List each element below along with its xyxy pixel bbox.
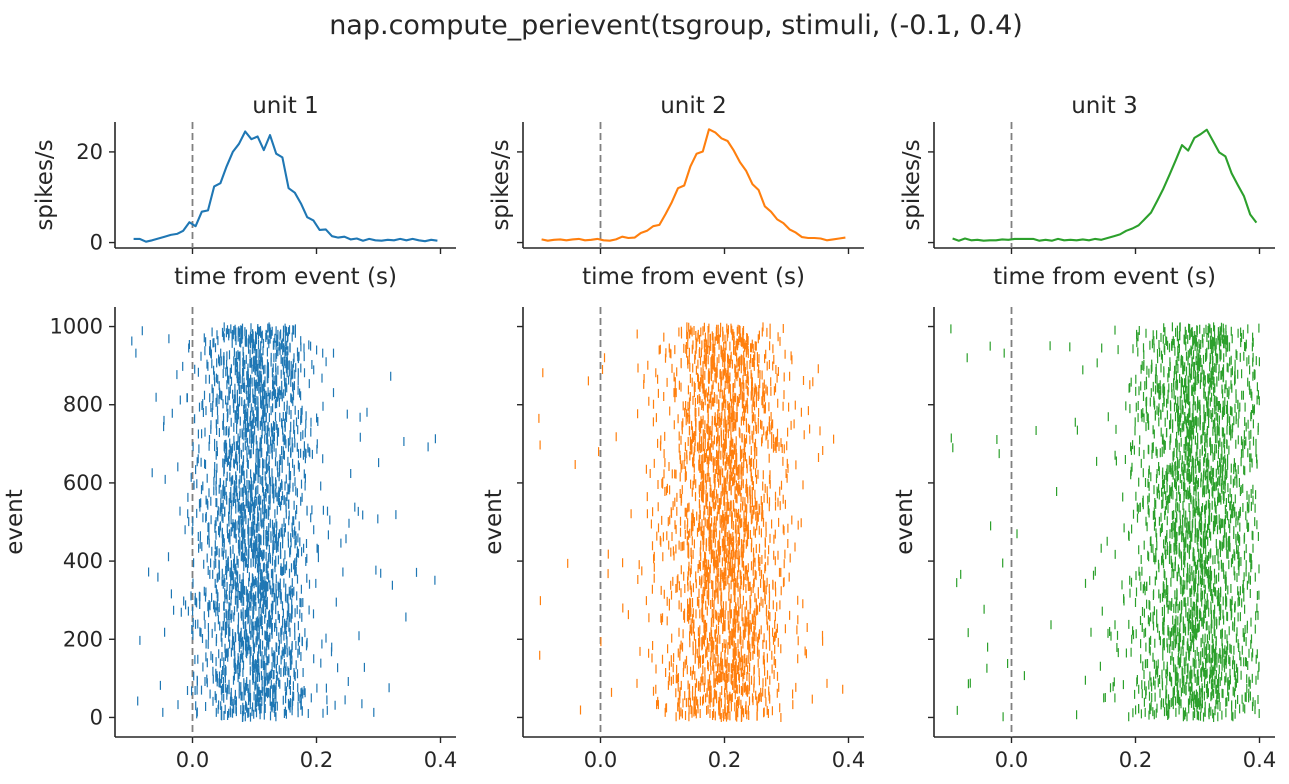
- y-axis-label: event: [481, 489, 507, 555]
- y-tick-label: 400: [63, 549, 103, 573]
- x-axis-label: time from event (s): [174, 264, 397, 290]
- rate-subplot-3: unit 3 time from event (s) spikes/s: [899, 93, 1275, 290]
- y-axis-label: spikes/s: [488, 139, 514, 230]
- y-axis-label: event: [2, 489, 28, 555]
- spike-raster-ticks: [131, 322, 436, 722]
- subplot-title: unit 3: [1071, 93, 1138, 119]
- raster-subplot-2: 0.0 0.2 0.4 event: [481, 307, 865, 772]
- x-tick-label: 0.2: [300, 748, 333, 772]
- x-tick-label: 0.0: [176, 748, 209, 772]
- figure-title: nap.compute_perievent(tsgroup, stimuli, …: [329, 10, 1023, 41]
- y-axis-label: spikes/s: [32, 139, 58, 230]
- x-tick-label: 0.4: [832, 748, 865, 772]
- y-tick-label: 1000: [50, 315, 103, 339]
- rate-subplot-1: 0 20 unit 1 time from event (s) spikes/s: [32, 93, 456, 290]
- raster-subplot-1: 0.0 0.2 0.4 0 200 400 600 800 1000 event: [2, 307, 457, 772]
- y-axis-label: spikes/s: [899, 139, 925, 230]
- y-tick-label: 20: [76, 140, 103, 164]
- x-tick-label: 0.2: [708, 748, 741, 772]
- subplot-title: unit 1: [252, 93, 319, 119]
- x-tick-label: 0.0: [995, 748, 1028, 772]
- y-axis-label: event: [892, 489, 918, 555]
- firing-rate-line: [541, 128, 846, 242]
- spike-raster-ticks: [950, 322, 1260, 722]
- raster-subplot-3: 0.0 0.2 0.4 event: [892, 307, 1276, 772]
- spike-raster-ticks: [538, 322, 844, 722]
- y-tick-label: 600: [63, 471, 103, 495]
- x-axis-label: time from event (s): [993, 264, 1216, 290]
- subplot-title: unit 2: [660, 93, 727, 119]
- x-tick-label: 0.4: [424, 748, 457, 772]
- x-tick-label: 0.2: [1119, 748, 1152, 772]
- y-tick-label: 0: [90, 231, 103, 255]
- y-tick-label: 0: [90, 705, 103, 729]
- rate-subplot-2: unit 2 time from event (s) spikes/s: [488, 93, 864, 290]
- x-tick-label: 0.4: [1243, 748, 1276, 772]
- x-axis-label: time from event (s): [582, 264, 805, 290]
- y-tick-label: 800: [63, 393, 103, 417]
- y-tick-label: 200: [63, 627, 103, 651]
- firing-rate-line: [133, 130, 438, 243]
- firing-rate-line: [952, 128, 1258, 242]
- x-tick-label: 0.0: [584, 748, 617, 772]
